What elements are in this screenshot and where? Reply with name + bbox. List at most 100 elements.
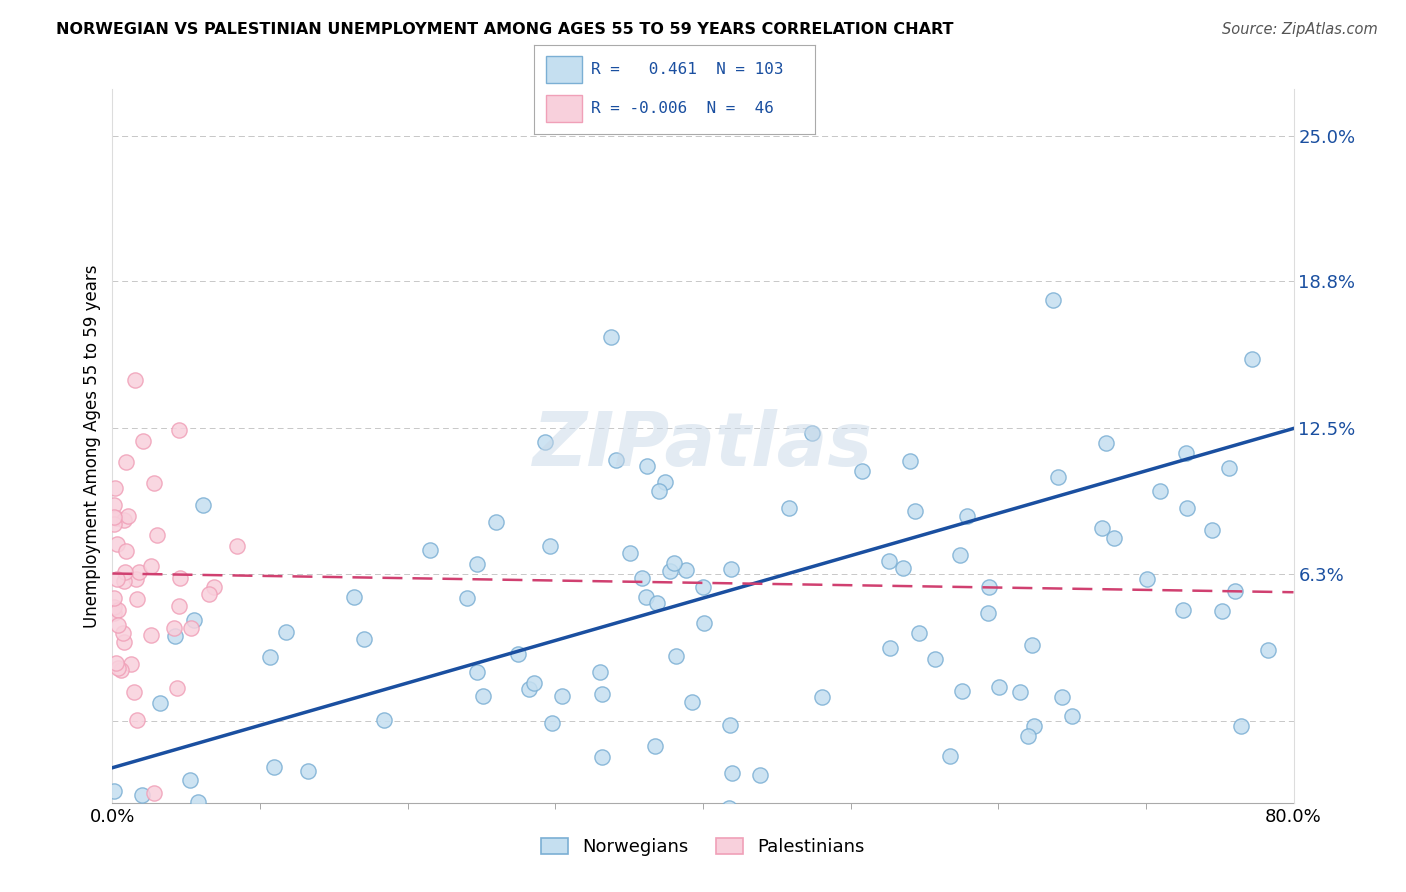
Point (645, 596, 668, 610)
Point (891, 560, 914, 574)
Point (950, 684, 973, 698)
Point (114, 544, 136, 558)
Point (465, 557, 488, 571)
Point (681, 695, 703, 709)
Point (1095, 435, 1118, 450)
Point (142, 475, 165, 490)
Point (120, 657, 142, 672)
Point (103, 784, 125, 798)
Point (508, 647, 530, 661)
Point (1175, 446, 1198, 460)
Point (1022, 719, 1045, 733)
Point (801, 425, 824, 440)
Point (675, 563, 697, 577)
Point (1136, 572, 1159, 586)
Point (128, 565, 150, 579)
Point (519, 682, 541, 697)
Point (373, 713, 395, 727)
Bar (546, 95, 582, 122)
Point (141, 628, 163, 642)
Point (141, 558, 163, 573)
Point (1017, 729, 1039, 743)
Point (1046, 469, 1069, 483)
Point (665, 648, 688, 663)
Point (418, 542, 440, 557)
Point (103, 510, 125, 524)
Point (939, 749, 962, 764)
Point (149, 696, 172, 710)
Point (472, 689, 495, 703)
Point (204, 580, 226, 594)
Point (948, 548, 970, 562)
Point (600, 330, 623, 344)
Point (1241, 351, 1264, 366)
Point (124, 572, 146, 586)
Text: Source: ZipAtlas.com: Source: ZipAtlas.com (1222, 22, 1378, 37)
Point (259, 649, 281, 664)
Point (112, 513, 135, 527)
Point (103, 591, 125, 605)
Point (485, 515, 508, 529)
Point (1104, 531, 1126, 545)
Point (103, 606, 125, 620)
Point (211, 858, 233, 872)
Point (167, 599, 190, 613)
Point (124, 373, 146, 387)
Point (105, 572, 128, 586)
Point (112, 635, 135, 649)
Point (180, 622, 202, 636)
Point (146, 528, 169, 542)
Point (718, 718, 741, 732)
Point (720, 765, 742, 780)
Point (718, 801, 741, 815)
Point (263, 759, 285, 773)
Point (163, 621, 186, 635)
Point (592, 750, 614, 764)
Point (183, 613, 205, 627)
Point (226, 539, 249, 553)
Point (1042, 293, 1064, 308)
Point (110, 663, 132, 677)
Point (103, 498, 125, 512)
Point (343, 590, 366, 604)
Point (636, 458, 658, 473)
Point (778, 501, 800, 516)
Point (1010, 685, 1032, 699)
Point (111, 626, 134, 640)
Point (977, 607, 1000, 621)
Point (659, 564, 682, 578)
Point (636, 591, 658, 605)
Point (648, 484, 671, 499)
Text: R = -0.006  N =  46: R = -0.006 N = 46 (591, 102, 773, 116)
Point (644, 739, 666, 753)
Point (630, 571, 652, 585)
Point (1218, 460, 1240, 475)
Point (107, 603, 129, 617)
Point (125, 591, 148, 606)
Point (131, 788, 153, 802)
Point (1050, 690, 1073, 705)
Point (107, 661, 129, 675)
Point (115, 455, 138, 469)
Point (191, 499, 214, 513)
Point (169, 572, 191, 586)
Point (749, 768, 772, 782)
Point (605, 453, 627, 467)
Point (456, 591, 478, 605)
Point (987, 680, 1010, 694)
Point (1257, 643, 1279, 657)
Point (353, 632, 375, 646)
Point (956, 508, 979, 523)
Point (737, 888, 759, 892)
Point (105, 510, 128, 524)
Point (1042, 824, 1064, 838)
Point (619, 546, 641, 560)
Point (1171, 603, 1194, 617)
Point (810, 690, 832, 704)
Point (166, 681, 188, 695)
Point (1021, 638, 1043, 652)
Point (103, 517, 125, 532)
Point (165, 629, 187, 643)
Point (1091, 521, 1114, 535)
Point (179, 772, 201, 787)
